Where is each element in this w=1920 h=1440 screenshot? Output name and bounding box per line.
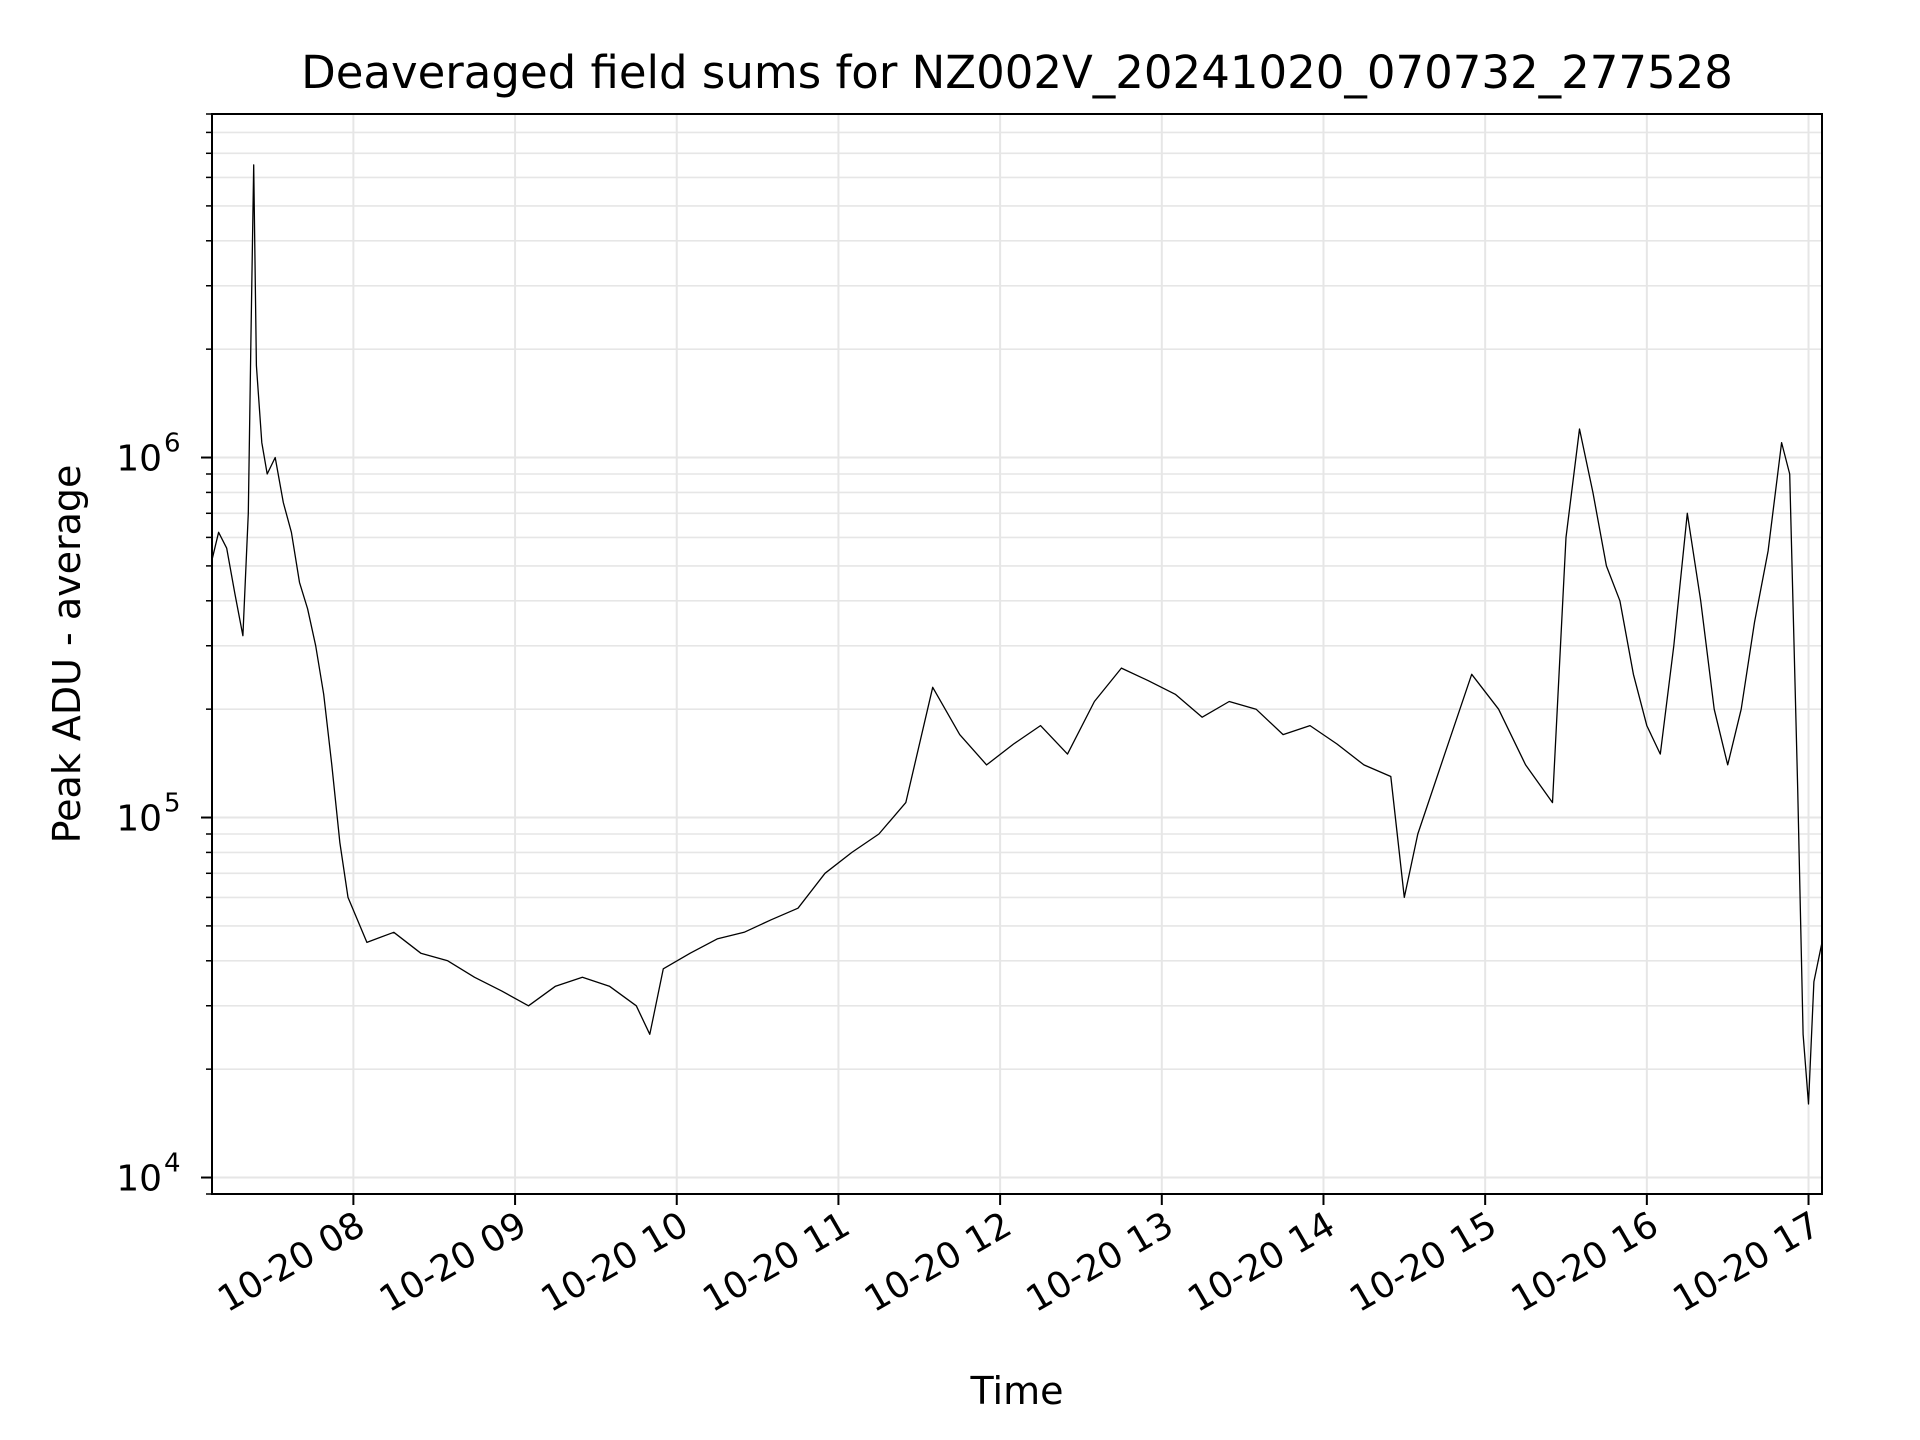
- y-tick-label: 10: [116, 799, 162, 840]
- chart-title: Deaveraged field sums for NZ002V_2024102…: [301, 46, 1733, 99]
- y-tick-exponent: 6: [164, 429, 181, 459]
- y-gridlines: [212, 113, 1822, 1195]
- x-axis-label: Time: [970, 1369, 1064, 1413]
- y-tick-exponent: 4: [164, 1149, 181, 1179]
- y-tick-label: 10: [116, 439, 162, 480]
- y-tick-label: 10: [116, 1159, 162, 1200]
- y-axis-label: Peak ADU - average: [45, 465, 89, 844]
- x-gridlines: [352, 114, 1810, 1194]
- plot-frame: [211, 113, 1823, 1195]
- plot-area: [212, 164, 1822, 1105]
- series-line: [212, 164, 1822, 1105]
- y-tick-exponent: 5: [164, 789, 181, 819]
